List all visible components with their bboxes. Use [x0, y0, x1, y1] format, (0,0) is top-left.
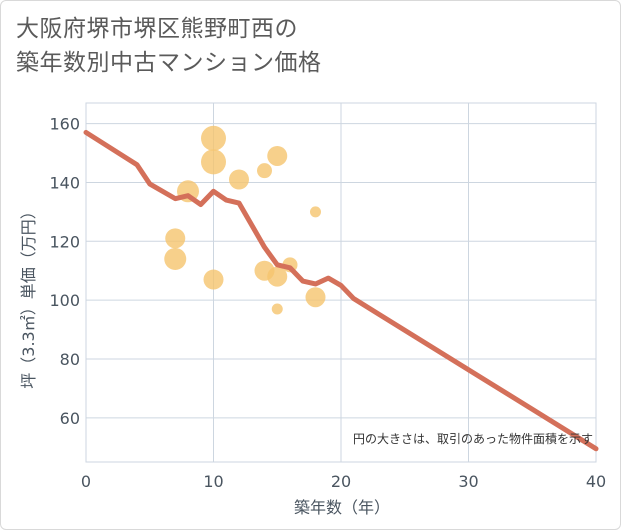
y-tick-label: 100: [49, 291, 80, 310]
x-tick-label: 10: [203, 472, 223, 491]
y-tick-label: 140: [49, 173, 80, 192]
y-tick-label: 160: [49, 115, 80, 134]
bubble-point: [201, 149, 226, 175]
bubble-point: [164, 247, 187, 270]
bubbles: [164, 125, 326, 315]
trend: [83, 129, 599, 452]
bubble-point: [229, 169, 249, 190]
trend-line: [83, 129, 599, 452]
y-axis-label: 坪（3.3㎡）単価（万円）: [19, 203, 38, 388]
bubble-point: [267, 266, 288, 287]
bubble-size-note: 円の大きさは、取引のあった物件面積を示す: [353, 431, 593, 446]
grid: [85, 102, 597, 463]
x-axis-label: 築年数（年）: [294, 498, 390, 517]
bubble-point: [310, 206, 321, 218]
ticks: 0 10 20 30 40 60 80 100 120 140 160: [49, 115, 606, 491]
chart-title: 大阪府堺市堺区熊野町西の 築年数別中古マンション価格: [16, 12, 322, 80]
bubble-point: [165, 228, 186, 249]
x-tick-label: 20: [331, 472, 351, 491]
y-tick-label: 120: [49, 232, 80, 251]
bubble-point: [257, 163, 272, 179]
x-tick-label: 30: [458, 472, 478, 491]
y-tick-label: 80: [60, 350, 80, 369]
bubble-point: [305, 287, 326, 308]
y-tick-label: 60: [60, 409, 80, 428]
x-tick-label: 40: [586, 472, 606, 491]
bubble-point: [267, 145, 288, 166]
x-tick-label: 0: [81, 472, 91, 491]
bubble-point: [271, 303, 283, 315]
bubble-point: [203, 269, 224, 290]
chart-title-line2: 築年数別中古マンション価格: [16, 50, 322, 76]
bubble-point: [201, 125, 226, 151]
chart-title-line1: 大阪府堺市堺区熊野町西の: [16, 16, 298, 42]
